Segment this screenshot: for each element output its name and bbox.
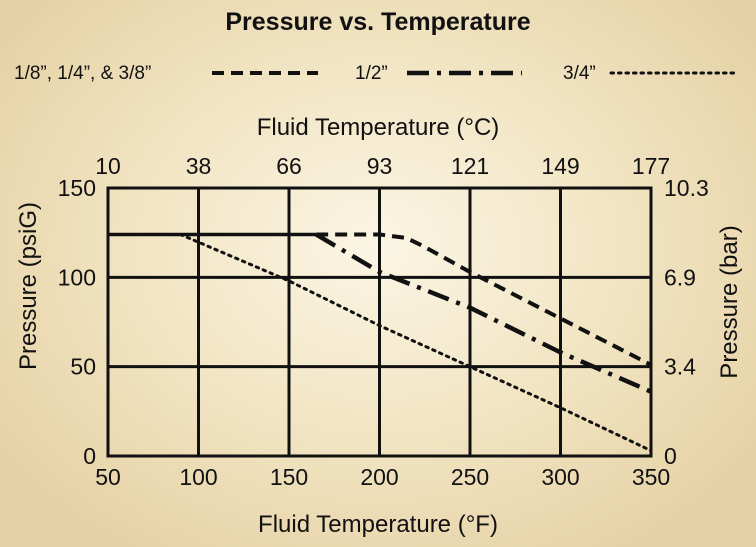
x-tick-label: 300 [541, 464, 579, 490]
y-tick-label: 150 [58, 175, 96, 201]
y-tick-label: 0 [83, 443, 96, 469]
y2-tick-label: 10.3 [664, 175, 709, 201]
x2-tick-label: 177 [632, 153, 670, 179]
x-axis-title: Fluid Temperature (°F) [258, 511, 498, 538]
legend-label: 1/2” [355, 63, 388, 84]
y-axis-title: Pressure (psiG) [15, 202, 42, 370]
x-tick-label: 150 [270, 464, 308, 490]
legend-label: 1/8”, 1/4”, & 3/8” [14, 63, 151, 84]
x-tick-label: 200 [360, 464, 398, 490]
y2-tick-label: 6.9 [664, 264, 696, 290]
series-line [316, 232, 652, 367]
x2-tick-label: 38 [186, 153, 212, 179]
x-tick-label: 350 [632, 464, 670, 490]
y-tick-label: 100 [58, 264, 96, 290]
legend: 1/8”, 1/4”, & 3/8” 1/2” 3/4” [14, 63, 737, 84]
plot-frame [106, 186, 653, 458]
series-line [178, 232, 653, 453]
y-tick-label: 50 [70, 354, 96, 380]
x2-tick-label: 66 [276, 153, 302, 179]
y2-tick-label: 3.4 [664, 354, 696, 380]
x-tick-label: 100 [179, 464, 217, 490]
x2-tick-label: 121 [451, 153, 489, 179]
x2-axis-title: Fluid Temperature (°C) [257, 114, 500, 141]
x2-tick-label: 10 [95, 153, 121, 179]
chart-title: Pressure vs. Temperature [225, 8, 530, 36]
legend-label: 3/4” [563, 63, 596, 84]
x2-tick-label: 149 [541, 153, 579, 179]
y2-axis-title: Pressure (bar) [716, 225, 743, 378]
x-tick-label: 250 [451, 464, 489, 490]
x-tick-label: 50 [95, 464, 121, 490]
series-lines [108, 232, 653, 453]
grid [108, 188, 651, 456]
series-line [315, 232, 652, 394]
x2-tick-label: 93 [367, 153, 393, 179]
y2-tick-label: 0 [664, 443, 677, 469]
